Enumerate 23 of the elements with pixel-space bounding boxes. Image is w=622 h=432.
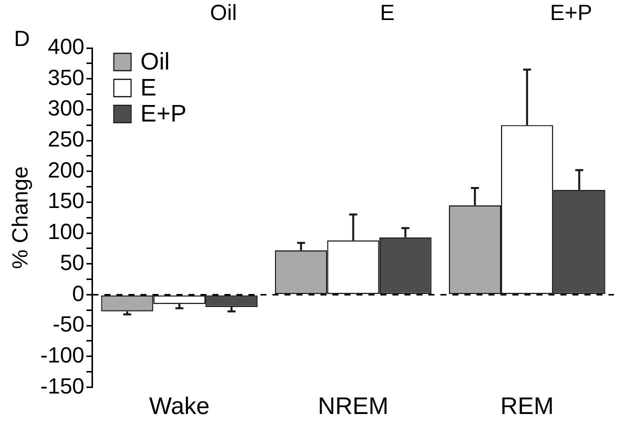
y-tick-label: 400 [48, 34, 84, 60]
text: E [380, 0, 395, 26]
y-tick-label: 250 [48, 126, 84, 152]
y-tick-label: -100 [40, 342, 84, 368]
x-tick-label: REM [500, 393, 554, 420]
y-tick-label: 150 [48, 188, 84, 214]
y-tick-label: 300 [48, 96, 84, 121]
y-tick-label: -150 [40, 373, 84, 398]
y-tick-label: 100 [48, 219, 84, 244]
legend-label: Oil [140, 48, 170, 76]
x-tick-label: Wake [149, 393, 210, 420]
y-tick-label: 50 [60, 250, 84, 275]
x-tick-label: NREM [318, 393, 389, 420]
text: E+P [550, 0, 592, 26]
y-axis-title: % Change [7, 166, 32, 269]
y-tick-label: 350 [48, 64, 84, 90]
y-tick-label: 0 [72, 280, 84, 306]
text: Oil [210, 0, 237, 26]
y-tick-label: 200 [48, 157, 84, 182]
legend-label: E+P [140, 100, 186, 128]
y-tick-label: -50 [52, 312, 84, 337]
text: D [14, 26, 30, 52]
legend-label: E [140, 74, 156, 102]
